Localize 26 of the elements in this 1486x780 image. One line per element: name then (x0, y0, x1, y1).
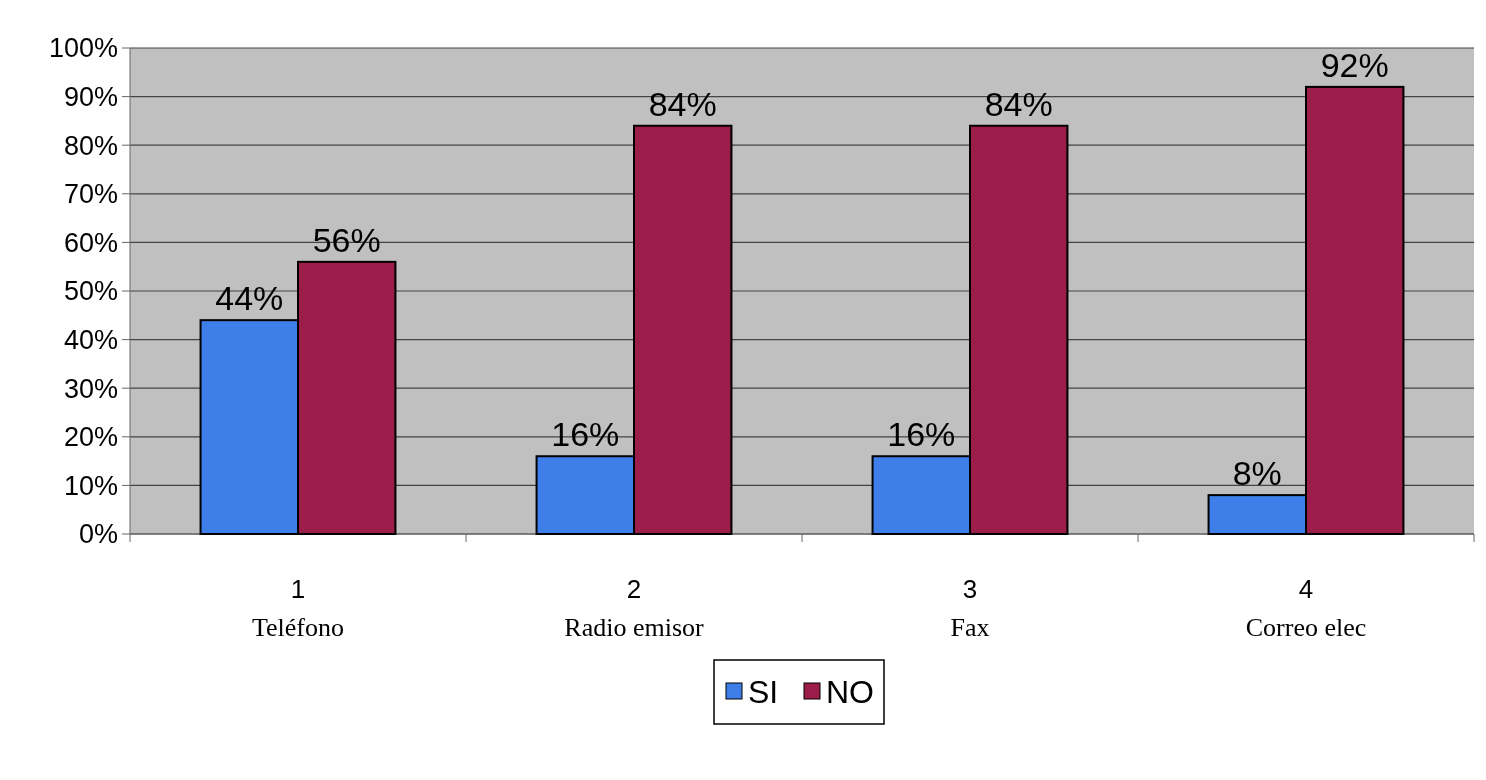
text: Fax (950, 613, 990, 642)
y-tick-label: 20% (63, 422, 118, 453)
y-tick-label: 70% (63, 179, 118, 210)
data-label: 44% (215, 279, 284, 318)
y-tick-label: 30% (63, 373, 118, 404)
y-tick-label: 10% (63, 470, 118, 501)
text: Radio emisor (564, 613, 705, 642)
x-tick-label: 2 (626, 574, 642, 604)
y-tick-label: 100% (48, 33, 118, 64)
data-label: 8% (1232, 454, 1282, 493)
x-tick-label: 4 (1298, 574, 1314, 604)
data-label: 16% (887, 415, 956, 454)
legend-label: SI (748, 674, 779, 711)
y-tick-label: 80% (63, 130, 118, 161)
text: Correo elec (1245, 613, 1367, 642)
x-tick-label: 3 (962, 574, 978, 604)
data-label: 92% (1320, 45, 1389, 84)
legend-label: NO (826, 674, 874, 711)
y-tick-label: 90% (63, 82, 118, 113)
data-label: 16% (551, 415, 620, 454)
y-tick-label: 60% (63, 227, 118, 258)
text: Teléfono (251, 613, 345, 642)
x-tick-label: 1 (290, 574, 306, 604)
y-tick-label: 50% (63, 276, 118, 307)
y-tick-label: 0% (78, 519, 118, 550)
y-tick-label: 40% (63, 325, 118, 356)
